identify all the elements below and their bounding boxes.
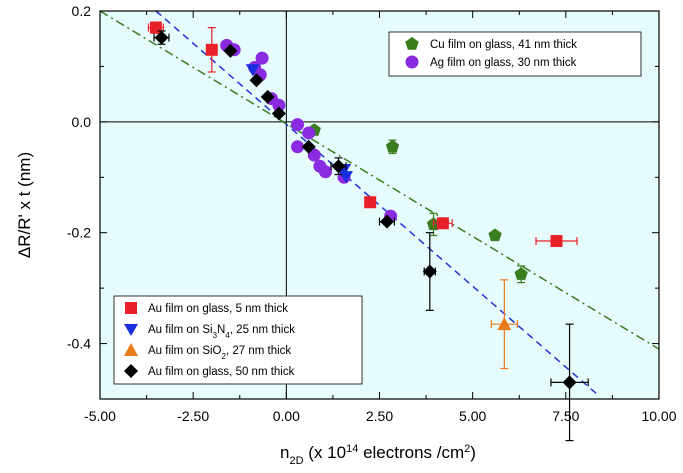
data-point-ag-6 [272,98,286,112]
legend-label-au5: Au film on glass, 5 nm thick [148,303,288,315]
data-point-au5-3 [436,217,449,230]
series-au50 [153,30,589,442]
data-point-au50-9 [562,375,577,390]
data-point-ag-10 [307,148,321,162]
data-point-ag-9 [291,140,305,154]
x-tick-label: 2.50 [366,408,393,424]
data-point-cu-4 [514,267,528,280]
y-tick-label: -0.2 [67,225,91,241]
axis-ticks: -5.00 -2.50 0.00 2.50 5.00 7.50 10.00 0.2 0.0 -0.… [67,3,677,424]
legend-top-right-box [388,31,642,77]
series-ausio [490,279,518,370]
data-point-au50-1 [223,43,238,58]
y-axis-title: ΔR/R' x t (nm) [15,152,34,258]
x-tick-label: -5.00 [84,408,116,424]
legend-label-ausin: Au film on Si3N4, 25 nm thick [148,324,295,340]
data-point-ag-2 [255,51,269,65]
y-tick-label: 0.2 [72,3,92,19]
data-point-cu-3 [488,228,502,242]
legend-bottom-left-box [113,295,363,385]
legend-label-ag: Ag film on glass, 30 nm thick [430,57,577,69]
legend-marker-cu [405,37,419,50]
x-tick-label: 7.50 [552,408,579,424]
x-axis-title: n2D (x 1014 electrons /cm2) [280,443,476,467]
data-point-au5-0 [149,21,162,34]
data-point-au50-8 [422,264,437,279]
data-point-au5-1 [205,43,218,56]
x-tick-label: 0.00 [273,408,300,424]
legend-bottom-left: Au film on glass, 5 nm thick Au film on … [113,295,363,385]
legend-marker-ag [405,55,419,69]
legend-marker-ausin [124,324,138,336]
data-point-au50-5 [301,139,316,154]
data-marks [147,21,589,442]
data-point-cu-1 [385,139,400,153]
x-tick-label: -2.50 [177,408,209,424]
legend-label-cu: Cu film on glass, 41 nm thick [430,39,577,51]
fit-line-green-dashdot [99,10,660,350]
legend-marker-ausio [124,343,138,356]
fit-line-blue-dashed [155,10,600,397]
data-point-au50-4 [271,106,286,121]
x-tick-label: 10.00 [641,408,676,424]
x-tick-label: 5.00 [459,408,486,424]
data-point-au50-6 [331,159,346,174]
data-point-ag-8 [302,126,316,140]
y-tick-label: 0.0 [72,114,92,130]
data-point-ag-7 [291,118,305,132]
legend-label-ausio: Au film on SiO2, 27 nm thick [148,345,291,361]
y-tick-label: -0.4 [67,336,91,352]
data-point-au50-3 [260,89,275,104]
legend-marker-au50 [124,364,138,378]
data-point-au50-0 [154,30,169,45]
data-point-ag-12 [318,165,332,179]
data-point-au5-2 [364,196,377,209]
data-point-au50-7 [379,214,394,229]
data-point-au50-2 [249,73,264,88]
legend-label-au50: Au film on glass, 50 nm thick [148,366,295,378]
legend-marker-au5 [125,302,137,314]
legend-top-right: Cu film on glass, 41 nm thick Ag film on… [388,31,642,77]
data-point-ausin-0 [245,64,260,77]
data-point-ausio-0 [497,317,512,331]
data-point-au5-4 [550,235,563,248]
fit-lines [99,10,660,397]
